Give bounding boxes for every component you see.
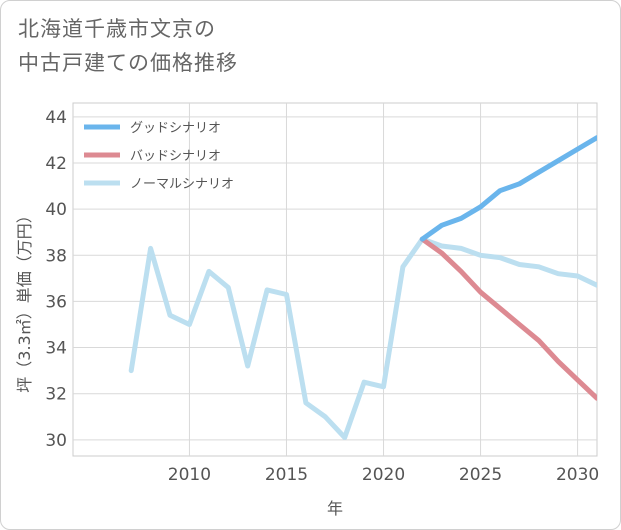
- normal-scenario-line: [128, 236, 597, 440]
- series-lines: [128, 135, 597, 440]
- legend-item-normal: ノーマルシナリオ: [84, 177, 234, 192]
- x-tick-label: 2010: [168, 465, 211, 485]
- legend-label: バッドシナリオ: [130, 149, 221, 164]
- x-tick-label: 2020: [362, 465, 405, 485]
- title-line-2: 中古戸建ての価格推移: [18, 51, 238, 75]
- legend-item-bad: バッドシナリオ: [84, 149, 221, 164]
- y-tick-label: 36: [45, 292, 67, 312]
- x-tick-label: 2025: [459, 465, 502, 485]
- y-axis-label: 坪（3.3㎡）単価（万円）: [15, 207, 34, 392]
- y-tick-label: 44: [45, 108, 67, 128]
- x-axis-label: 年: [327, 499, 343, 518]
- y-tick-label: 42: [45, 154, 67, 174]
- y-tick-labels: 30 32 34 36 38 40 42 44: [45, 108, 67, 451]
- x-tick-label: 2015: [265, 465, 308, 485]
- y-tick-label: 40: [45, 200, 67, 220]
- legend-label: ノーマルシナリオ: [130, 177, 234, 192]
- bad-scenario-line: [419, 236, 597, 401]
- y-tick-label: 32: [45, 385, 67, 405]
- y-tick-label: 38: [45, 246, 67, 266]
- legend-item-good: グッドシナリオ: [84, 121, 221, 136]
- chart-title: 北海道千歳市文京の 中古戸建ての価格推移: [18, 12, 238, 80]
- x-tick-labels: 2010 2015 2020 2025 2030: [168, 465, 599, 485]
- legend-label: グッドシナリオ: [130, 121, 221, 136]
- x-tick-label: 2030: [556, 465, 599, 485]
- y-tick-label: 34: [45, 339, 67, 359]
- good-scenario-line: [419, 135, 597, 242]
- y-tick-label: 30: [45, 431, 67, 451]
- title-line-1: 北海道千歳市文京の: [18, 17, 216, 41]
- grid-lines: [73, 103, 597, 456]
